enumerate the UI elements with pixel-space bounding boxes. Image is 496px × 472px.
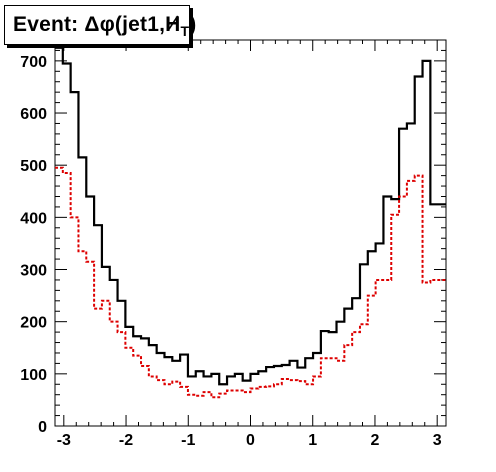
chart-title: Event: Δφ(jet1,H / T) — [13, 11, 197, 40]
title-box: Event: Δφ(jet1,H / T) — [4, 5, 196, 45]
x-tick-label: -3 — [57, 432, 71, 449]
y-tick-label: 300 — [20, 263, 47, 280]
y-tick-label: 700 — [20, 54, 47, 71]
x-tick-label: 1 — [308, 432, 317, 449]
tick-labels: -3 -2 -1 0 1 2 3 0 100 200 300 400 500 600 700 — [20, 54, 441, 449]
x-tick-label: 3 — [433, 432, 442, 449]
series-2-line — [55, 166, 446, 399]
y-tick-label: 100 — [20, 367, 47, 384]
y-tick-label: 0 — [38, 419, 47, 436]
axes — [54, 39, 447, 427]
series-layer — [55, 46, 446, 399]
y-tick-label: 200 — [20, 315, 47, 332]
ht-symbol: H / — [165, 11, 181, 36]
plot-frame — [54, 39, 447, 427]
ticks — [55, 40, 446, 427]
x-tick-label: 0 — [246, 432, 255, 449]
y-tick-label: 400 — [20, 210, 47, 227]
x-tick-label: 2 — [371, 432, 380, 449]
x-tick-label: -2 — [119, 432, 133, 449]
x-tick-label: -1 — [181, 432, 195, 449]
y-tick-label: 500 — [20, 158, 47, 175]
series-1-line — [55, 46, 446, 386]
y-tick-label: 600 — [20, 106, 47, 123]
